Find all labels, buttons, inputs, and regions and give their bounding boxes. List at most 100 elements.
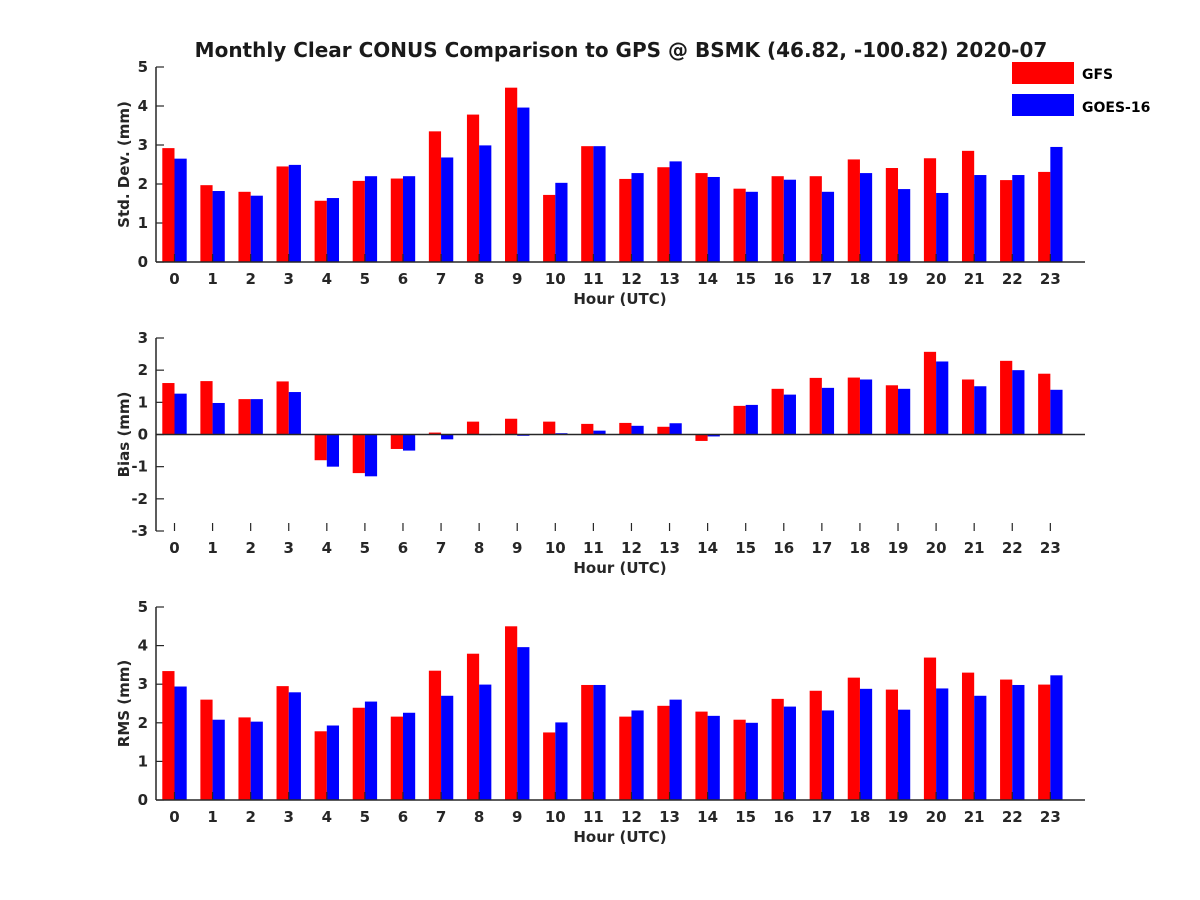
- rms-x-tick-label: 23: [1040, 808, 1061, 826]
- rms-bar-gfs-12: [619, 716, 632, 800]
- bias-x-tick-label: 22: [1002, 539, 1023, 557]
- bias-bar-gfs-9: [505, 418, 518, 435]
- rms-y-tick-label: 1: [138, 752, 148, 770]
- std-dev-bar-goes-16-22: [1012, 175, 1025, 262]
- rms-x-tick-label: 8: [474, 808, 484, 826]
- std-dev-bar-gfs-3: [276, 166, 289, 262]
- bias-x-tick-label: 7: [436, 539, 446, 557]
- bias-x-tick-label: 4: [322, 539, 332, 557]
- bias-bar-gfs-12: [619, 422, 632, 435]
- bias-bar-goes-16-4: [326, 434, 340, 467]
- std-dev-bar-gfs-4: [314, 200, 327, 262]
- rms-y-tick-label: 5: [138, 598, 148, 616]
- std-dev-bar-goes-16-19: [898, 189, 911, 262]
- rms-bar-goes-16-2: [250, 721, 263, 800]
- std-dev-bar-gfs-19: [885, 168, 899, 262]
- rms-x-tick-label: 2: [245, 808, 255, 826]
- rms-bar-goes-16-9: [517, 647, 530, 800]
- rms-x-tick-label: 19: [888, 808, 909, 826]
- rms-bar-goes-16-8: [479, 684, 492, 800]
- std-dev-bar-gfs-18: [847, 159, 860, 262]
- std-dev-bar-gfs-9: [505, 87, 518, 262]
- bias-bar-goes-16-13: [669, 423, 682, 435]
- rms-x-tick-label: 6: [398, 808, 408, 826]
- bias-bar-gfs-19: [885, 385, 899, 435]
- bias-bar-gfs-23: [1038, 373, 1051, 435]
- bias-bar-goes-16-16: [783, 394, 796, 435]
- rms-bar-gfs-16: [771, 698, 784, 800]
- rms-x-tick-label: 7: [436, 808, 446, 826]
- rms-bar-goes-16-21: [974, 695, 987, 800]
- std-dev-bar-gfs-23: [1038, 171, 1051, 262]
- bias-x-tick-label: 16: [773, 539, 794, 557]
- bias-x-tick-label: 15: [735, 539, 756, 557]
- rms-x-tick-label: 15: [735, 808, 756, 826]
- bias-bar-gfs-22: [1000, 360, 1013, 435]
- bias-bar-goes-16-2: [250, 399, 263, 435]
- bias-x-tick-label: 20: [926, 539, 947, 557]
- bias-x-axis-label: Hour (UTC): [573, 559, 666, 577]
- std-dev-x-tick-label: 23: [1040, 270, 1061, 288]
- std-dev-bar-goes-16-15: [745, 191, 758, 262]
- bias-bar-goes-16-17: [821, 387, 835, 435]
- bias-bar-gfs-1: [200, 381, 213, 435]
- std-dev-x-tick-label: 19: [888, 270, 909, 288]
- std-dev-bar-goes-16-10: [555, 182, 568, 262]
- rms-bar-gfs-2: [238, 717, 251, 800]
- std-dev-bar-gfs-17: [809, 176, 822, 262]
- std-dev-x-tick-label: 14: [697, 270, 718, 288]
- rms-bar-goes-16-11: [593, 684, 606, 800]
- rms-x-tick-label: 22: [1002, 808, 1023, 826]
- bias-bar-gfs-8: [466, 421, 480, 435]
- legend: GFS GOES-16: [1012, 62, 1150, 116]
- std-dev-bar-goes-16-0: [174, 158, 187, 262]
- rms-bar-gfs-5: [352, 707, 365, 800]
- rms-bar-goes-16-15: [745, 722, 758, 800]
- bias-y-tick-label: 0: [138, 426, 148, 444]
- rms-bar-gfs-9: [505, 626, 518, 800]
- rms-x-tick-label: 3: [284, 808, 294, 826]
- rms-y-tick-label: 3: [138, 675, 148, 693]
- std-dev-x-tick-label: 3: [284, 270, 294, 288]
- rms-bar-goes-16-3: [288, 692, 301, 800]
- bias-x-tick-label: 17: [811, 539, 832, 557]
- std-dev-bar-gfs-20: [923, 158, 937, 262]
- bias-y-tick-label: 3: [138, 329, 148, 347]
- bias-bar-gfs-5: [352, 434, 365, 474]
- std-dev-y-tick-label: 4: [138, 97, 148, 115]
- rms-x-tick-label: 11: [583, 808, 604, 826]
- bias-y-tick-label: 1: [138, 393, 148, 411]
- rms-bar-gfs-0: [162, 671, 175, 800]
- bias-x-tick-label: 12: [621, 539, 642, 557]
- std-dev-y-tick-label: 3: [138, 136, 148, 154]
- bias-x-tick-label: 21: [964, 539, 985, 557]
- bias-bar-goes-16-12: [631, 425, 644, 435]
- rms-bar-gfs-22: [1000, 679, 1013, 800]
- rms-bar-gfs-6: [390, 716, 403, 800]
- rms-bar-goes-16-19: [898, 709, 911, 800]
- std-dev-bar-goes-16-6: [402, 176, 416, 262]
- std-dev-bar-goes-16-17: [821, 191, 835, 262]
- rms-x-axis-label: Hour (UTC): [573, 828, 666, 846]
- rms-bar-gfs-3: [276, 686, 289, 800]
- rms-x-tick-label: 20: [926, 808, 947, 826]
- bias-bar-gfs-20: [923, 351, 937, 435]
- rms-y-tick-label: 4: [138, 637, 148, 655]
- rms-x-tick-label: 1: [207, 808, 217, 826]
- rms-bar-gfs-10: [543, 732, 556, 800]
- bias-bar-gfs-15: [733, 405, 746, 435]
- rms-bar-goes-16-1: [212, 719, 225, 800]
- bias-bar-goes-16-1: [212, 402, 225, 435]
- bias-bar-goes-16-23: [1050, 389, 1063, 435]
- bias-bar-gfs-11: [581, 423, 594, 435]
- legend-swatch-gfs: [1012, 62, 1074, 84]
- bias-y-tick-label: -2: [131, 490, 148, 508]
- std-dev-x-tick-label: 8: [474, 270, 484, 288]
- rms-bar-goes-16-5: [364, 701, 378, 800]
- legend-label-gfs: GFS: [1082, 67, 1113, 83]
- rms-bar-goes-16-12: [631, 710, 644, 800]
- bias-y-tick-label: -1: [131, 458, 148, 476]
